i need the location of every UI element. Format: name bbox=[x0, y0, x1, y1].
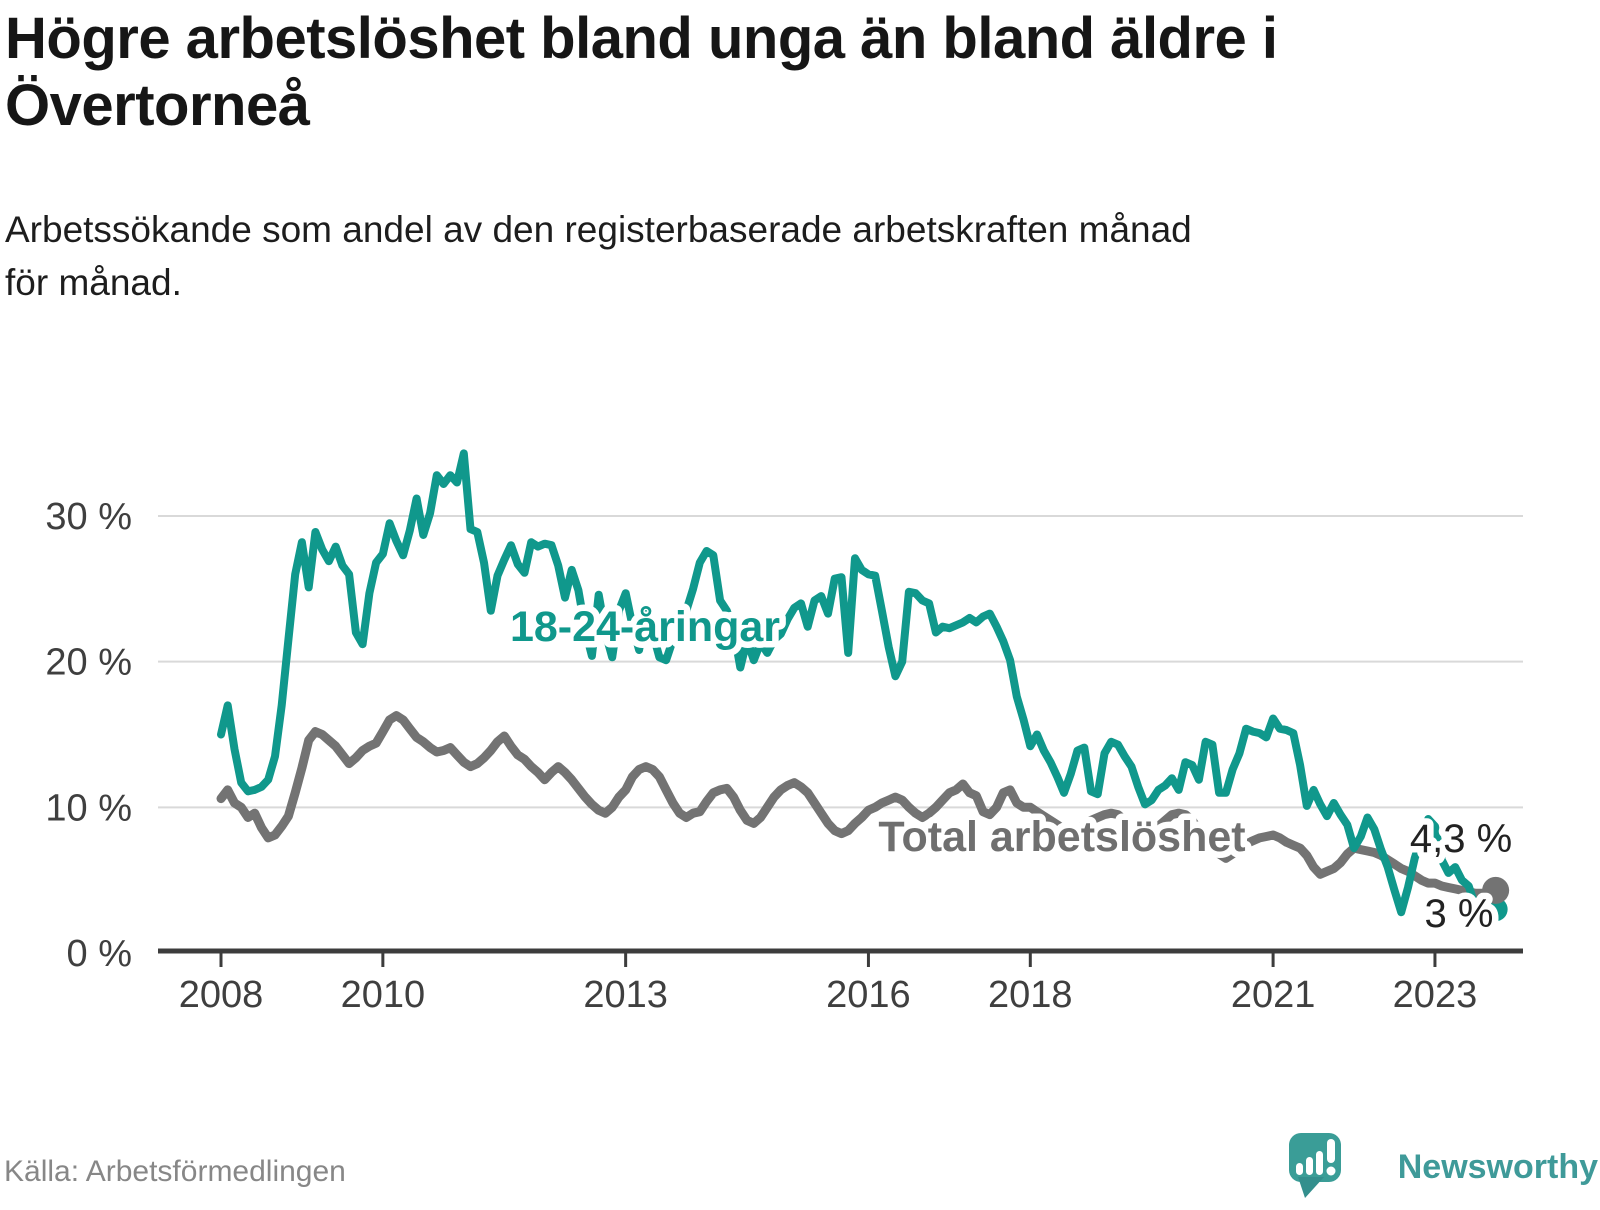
end-value-label-young: 3 % bbox=[1425, 892, 1494, 936]
page-title: Högre arbetslöshet bland unga än bland ä… bbox=[5, 6, 1585, 139]
series-label-young: 18-24-åringar bbox=[510, 603, 780, 651]
logo-bar-2 bbox=[1306, 1157, 1313, 1175]
logo-bar-3 bbox=[1316, 1151, 1323, 1175]
x-axis-label-2010: 2010 bbox=[341, 974, 426, 1016]
source-note: Källa: Arbetsförmedlingen bbox=[4, 1155, 346, 1188]
logo-exclamation-bar bbox=[1327, 1139, 1335, 1163]
newsworthy-logo: Newsworthy bbox=[1289, 1133, 1598, 1198]
y-axis-label-20: 20 % bbox=[45, 642, 132, 684]
y-axis-label-10: 10 % bbox=[45, 787, 132, 829]
end-dot-total bbox=[1482, 876, 1510, 904]
x-axis-label-2023: 2023 bbox=[1393, 974, 1478, 1016]
x-axis-label-2018: 2018 bbox=[988, 974, 1073, 1016]
subtitle-line-2: för månad. bbox=[5, 261, 182, 303]
newsworthy-wordmark: Newsworthy bbox=[1398, 1148, 1598, 1186]
title-line-2: Övertorneå bbox=[5, 72, 310, 138]
subtitle-line-1: Arbetssökande som andel av den registerb… bbox=[5, 209, 1192, 250]
end-value-label-total: 4,3 % bbox=[1410, 817, 1512, 861]
y-axis-label-30: 30 % bbox=[45, 496, 132, 538]
end-dot-young bbox=[1483, 897, 1508, 922]
logo-bar-1 bbox=[1296, 1163, 1303, 1175]
x-axis-label-2013: 2013 bbox=[583, 974, 668, 1016]
series-line-young bbox=[217, 449, 1500, 917]
x-axis-label-2016: 2016 bbox=[826, 974, 911, 1016]
title-line-1: Högre arbetslöshet bland unga än bland ä… bbox=[5, 6, 1278, 71]
newsworthy-logo-bubble-icon bbox=[1289, 1133, 1341, 1198]
y-axis-label-0: 0 % bbox=[67, 933, 132, 975]
chart-subtitle: Arbetssökande som andel av den registerb… bbox=[5, 204, 1565, 309]
logo-exclamation-dot bbox=[1326, 1166, 1336, 1176]
x-axis-label-2008: 2008 bbox=[179, 974, 264, 1016]
series-label-total: Total arbetslöshet bbox=[878, 813, 1245, 861]
series-line-total bbox=[216, 711, 1501, 898]
x-axis-label-2021: 2021 bbox=[1231, 974, 1316, 1016]
